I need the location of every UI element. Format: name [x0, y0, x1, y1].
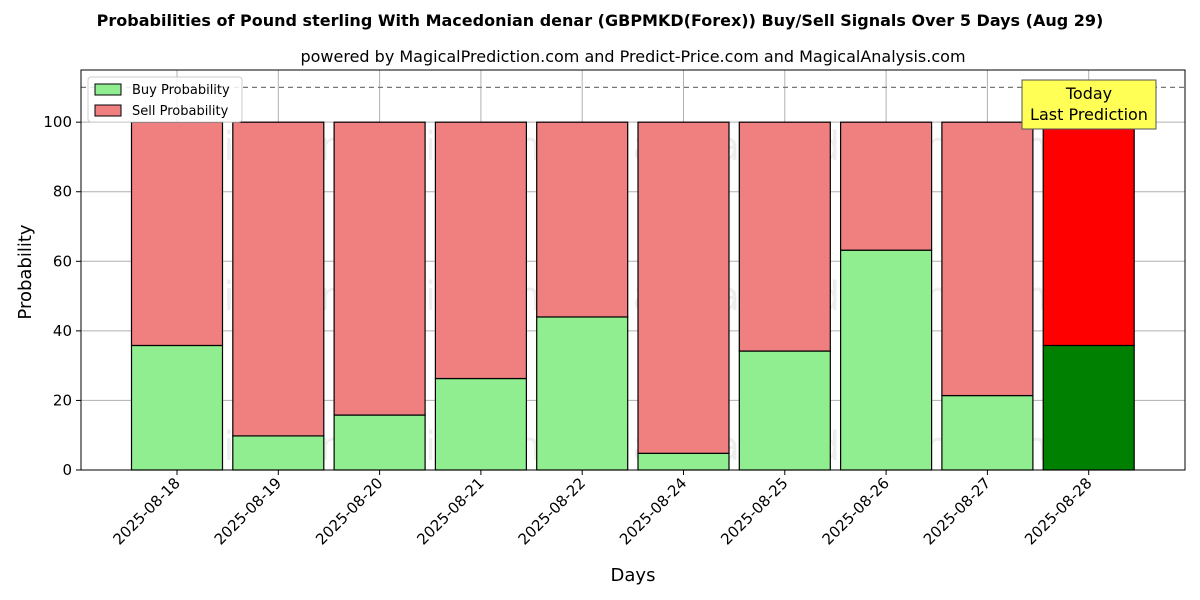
x-tick-label: 2025-08-26 — [819, 474, 893, 548]
bar-buy — [434, 377, 527, 471]
bar-buy — [333, 414, 426, 471]
bar-sell — [637, 121, 730, 454]
today-annotation-box — [1021, 79, 1157, 130]
bar-buy — [536, 316, 629, 471]
bar-sell — [839, 121, 933, 251]
x-axis-ticks: 2025-08-18 2025-08-19 2025-08-20 2025-08-21… — [109, 470, 1096, 548]
legend-buy-label: Buy Probability — [132, 83, 230, 98]
bar-sell — [738, 121, 831, 352]
x-tick-label: 2025-08-27 — [920, 474, 994, 548]
chart-title: Probabilities of Pound sterling With Mac… — [97, 11, 1104, 30]
bar-sell — [536, 121, 629, 318]
legend-sell-swatch — [94, 104, 122, 117]
bar-buy — [1042, 344, 1135, 471]
today-annotation-line1: Today — [1065, 84, 1112, 103]
legend-buy-swatch — [94, 83, 122, 96]
chart-subtitle: powered by MagicalPrediction.com and Pre… — [300, 47, 965, 66]
x-tick-label: 2025-08-21 — [413, 474, 487, 548]
bar-sell — [333, 121, 426, 416]
legend-box — [87, 76, 243, 123]
x-tick-label: 2025-08-24 — [616, 474, 690, 548]
bar-sell — [941, 121, 1034, 397]
bar-buy — [232, 435, 325, 471]
y-axis-ticks: 0 20 40 60 80 100 — [43, 113, 81, 479]
x-tick-label: 2025-08-22 — [515, 474, 589, 548]
x-axis-label: Days — [611, 565, 656, 586]
y-tick-label: 80 — [53, 183, 72, 201]
x-tick-label: 2025-08-19 — [211, 474, 285, 548]
bar-sell — [130, 121, 224, 347]
bar-sell — [1042, 121, 1135, 347]
y-tick-label: 60 — [53, 252, 72, 270]
y-tick-label: 0 — [62, 461, 72, 479]
legend: Buy Probability Sell Probability — [87, 76, 243, 123]
bar-buy — [941, 394, 1034, 471]
bar-buy — [738, 350, 831, 471]
x-tick-label: 2025-08-18 — [109, 474, 183, 548]
y-axis-label: Probability — [15, 224, 36, 319]
x-tick-label: 2025-08-20 — [312, 474, 386, 548]
y-tick-label: 40 — [53, 322, 72, 340]
bar-buy — [130, 344, 224, 471]
bar-buy — [839, 249, 933, 471]
y-tick-label: 20 — [53, 391, 72, 409]
today-annotation-line2: Last Prediction — [1030, 105, 1148, 124]
y-tick-label: 100 — [43, 113, 72, 131]
legend-sell-label: Sell Probability — [132, 104, 229, 119]
bars — [130, 121, 1135, 471]
plot-frame — [80, 69, 1186, 471]
x-tick-label: 2025-08-28 — [1021, 474, 1095, 548]
bar-sell — [434, 121, 527, 380]
x-tick-label: 2025-08-25 — [717, 474, 791, 548]
bar-sell — [232, 121, 325, 437]
bar-buy — [637, 452, 730, 471]
today-annotation: Today Last Prediction — [1021, 79, 1157, 130]
